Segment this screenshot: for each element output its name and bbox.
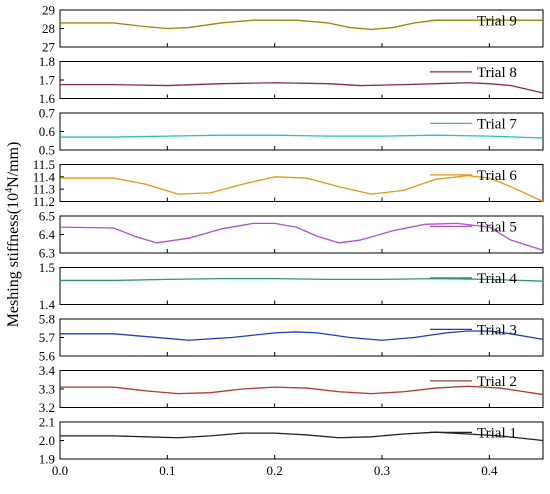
y-tick-label: 1.8 [39,54,55,69]
x-tick-label: 0.2 [267,463,283,478]
legend-label: Trial 9 [477,13,517,29]
panel-trial-5: 6.3 6.4 6.5 Trial 5 [39,209,544,261]
panel-trial-9: 27 28 29 Trial 9 [42,3,544,55]
series-line-trial-6 [60,174,544,203]
y-tick-label: 2.1 [39,415,55,430]
series-line-trial-7 [60,134,544,139]
legend-label: Trial 3 [477,322,517,338]
y-tick-label: 11.3 [33,182,55,197]
y-tick-label: 5.7 [39,330,56,345]
series-line-trial-4 [60,277,544,282]
y-tick-label: 1.7 [39,73,56,88]
series-line-trial-9 [60,19,543,31]
y-tick-label: 27 [42,40,56,55]
series-line-trial-5 [59,222,544,251]
legend-label: Trial 6 [477,168,517,184]
y-tick-label: 1.5 [39,260,55,275]
panel-trial-6: 11.211.311.411.5 Trial 6 [33,157,544,209]
panel-trial-3: 5.6 5.7 5.8 Trial 3 [39,312,544,364]
panel-frame [59,112,544,151]
legend-label: Trial 8 [477,65,517,81]
y-tick-label: 0.6 [39,124,56,139]
y-tick-label: 5.8 [39,312,55,327]
y-tick-label: 2.0 [39,433,55,448]
legend-label: Trial 7 [477,116,517,132]
series-line-trial-1 [60,431,544,442]
panel-trial-8: 1.6 1.7 1.8 Trial 8 [39,54,544,106]
y-tick-label: 1.9 [39,452,55,467]
y-tick-label: 29 [42,3,55,18]
panel-frame [59,9,544,48]
legend-label: Trial 5 [477,219,517,235]
y-tick-label: 6.4 [39,227,56,242]
y-tick-label: 3.4 [39,363,56,378]
y-tick-label: 6.3 [39,246,55,261]
y-tick-label: 3.2 [39,400,55,415]
y-tick-label: 0.7 [39,106,56,121]
panel-frame [59,215,544,254]
panel-trial-2: 3.2 3.3 3.4 Trial 2 [39,363,544,415]
x-tick-label: 0.4 [481,463,498,478]
y-tick-label: 0.5 [39,143,55,158]
y-tick-label: 11.4 [33,169,56,184]
y-tick-label: 3.3 [39,382,55,397]
y-tick-label: 5.6 [39,349,56,364]
panel-frame [59,421,544,460]
y-tick-label: 28 [42,21,55,36]
y-tick-label: 11.2 [33,194,55,209]
y-axis-label: Meshing stiffness(104N/mm) [4,142,22,328]
panel-frame [59,318,544,357]
series-line-trial-8 [60,82,544,94]
panel-frame [59,164,544,202]
series-line-trial-3 [60,330,544,341]
y-tick-label: 11.5 [33,157,55,172]
legend-label: Trial 2 [477,374,517,390]
x-tick-label: 0.3 [374,463,390,478]
x-tick-label: 0.0 [52,463,68,478]
series-line-trial-2 [60,385,544,396]
legend-label: Trial 4 [477,271,517,287]
panel-trial-1: 1.9 2.0 2.1 Trial 1 [39,415,544,467]
panel-trial-4: 1.4 1.5 Trial 4 [39,260,544,312]
y-tick-label: 1.6 [39,91,56,106]
panel-trial-7: 0.5 0.6 0.7 Trial 7 [39,106,544,158]
x-tick-label: 0.1 [159,463,175,478]
panel-frame [59,267,544,305]
y-tick-label: 6.5 [39,209,55,224]
y-tick-label: 1.4 [39,297,56,312]
panel-frame [59,61,544,99]
legend-label: Trial 1 [477,425,517,441]
